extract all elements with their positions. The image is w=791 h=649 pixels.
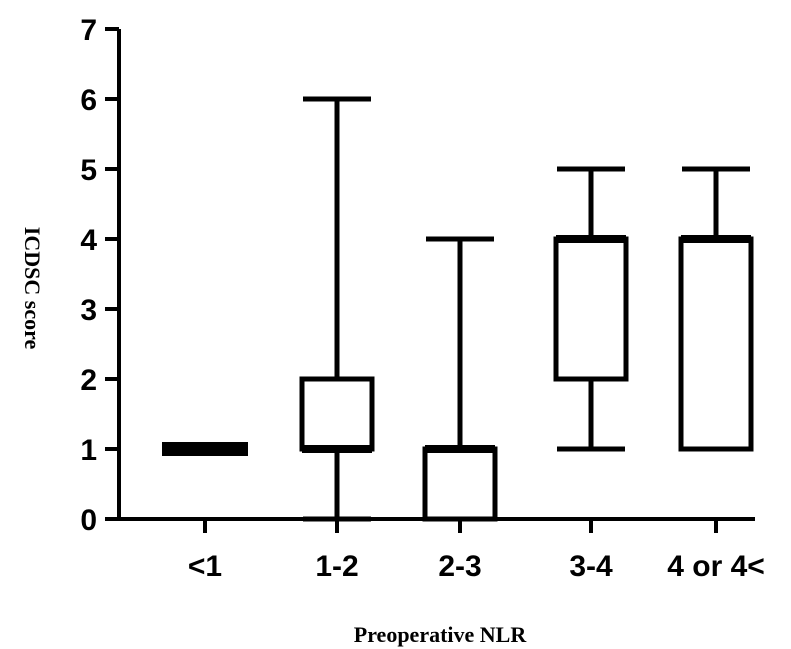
tick-labels: 0 1 2 3 4 5 6 7 <1 1-2 2-3 3-4 4 or 4<: [80, 14, 764, 583]
x-axis-title: Preoperative NLR: [354, 622, 528, 647]
box-body: [422, 446, 498, 522]
box-body: [299, 376, 375, 452]
y-tick-label: 7: [80, 14, 97, 47]
y-tick-label: 0: [80, 504, 97, 537]
box-4: [678, 166, 754, 452]
box-3: [553, 166, 629, 452]
boxes: [162, 96, 754, 522]
box-1: [299, 96, 375, 522]
box-body: [553, 236, 629, 382]
box-body: [162, 442, 248, 456]
x-tick-label: 4 or 4<: [667, 550, 765, 583]
x-tick-label: 2-3: [438, 550, 481, 583]
x-tick-label: <1: [188, 550, 222, 583]
y-tick-label: 3: [80, 294, 97, 327]
box-body: [678, 236, 754, 452]
x-tick-label: 3-4: [569, 550, 613, 583]
y-tick-label: 4: [80, 224, 97, 257]
box-2: [422, 236, 498, 522]
x-tick-label: 1-2: [315, 550, 358, 583]
y-tick-label: 5: [80, 154, 97, 187]
box-0: [162, 442, 248, 456]
y-tick-label: 2: [80, 364, 97, 397]
y-tick-label: 1: [80, 434, 97, 467]
y-axis-title: ICDSC score: [20, 227, 45, 350]
y-tick-label: 6: [80, 84, 97, 117]
